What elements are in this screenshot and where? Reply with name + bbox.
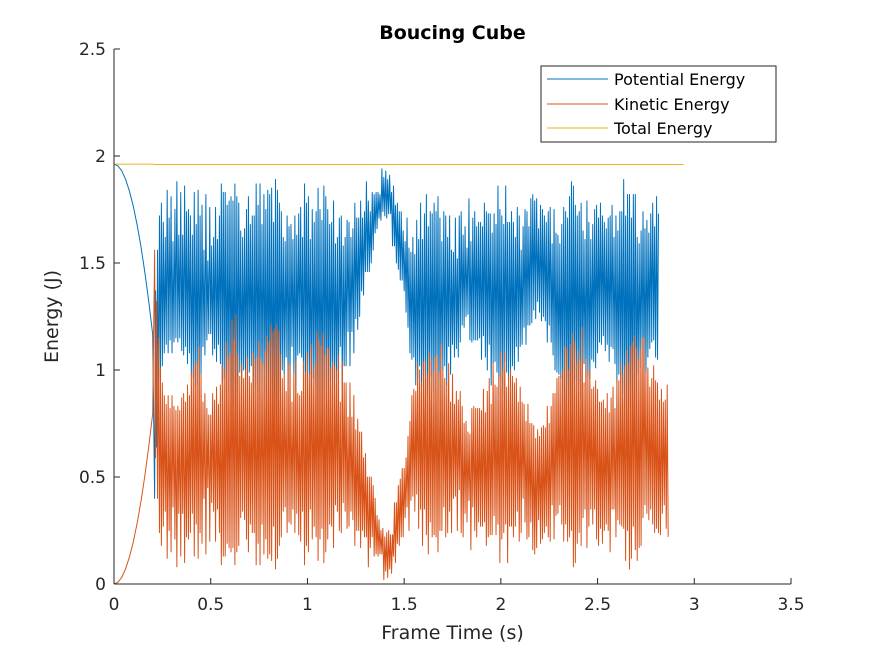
x-tick-label: 0.5 xyxy=(197,595,224,615)
y-axis-label: Energy (J) xyxy=(41,270,63,363)
x-tick-label: 1 xyxy=(302,595,313,615)
chart-title: Boucing Cube xyxy=(379,22,526,44)
series-line-kinetic-energy xyxy=(113,249,669,585)
x-tick-label: 3.5 xyxy=(777,595,804,615)
y-tick-label: 2.5 xyxy=(79,40,106,60)
legend-label-potential-energy: Potential Energy xyxy=(614,70,745,89)
x-tick-label: 2.5 xyxy=(584,595,611,615)
y-tick-label: 1 xyxy=(95,361,106,381)
x-tick-label: 1.5 xyxy=(391,595,418,615)
y-tick-label: 0.5 xyxy=(79,468,106,488)
y-tick-label: 2 xyxy=(95,147,106,167)
x-axis-label: Frame Time (s) xyxy=(381,622,524,644)
legend-label-total-energy: Total Energy xyxy=(613,119,712,138)
x-tick-label: 3 xyxy=(689,595,700,615)
legend: Potential Energy Kinetic Energy Total En… xyxy=(540,65,777,143)
series-layer xyxy=(113,163,684,585)
axes-layer xyxy=(113,49,791,585)
x-tick-label: 0 xyxy=(109,595,120,615)
y-tick-label: 0 xyxy=(95,575,106,595)
x-tick-label: 2 xyxy=(495,595,506,615)
series-line-potential-energy xyxy=(113,163,659,499)
legend-label-kinetic-energy: Kinetic Energy xyxy=(614,95,730,114)
x-ticks: 0 0.5 1 1.5 2 2.5 3 3.5 xyxy=(109,578,805,615)
y-tick-label: 1.5 xyxy=(79,254,106,274)
y-ticks: 0 0.5 1 1.5 2 2.5 xyxy=(79,40,120,595)
